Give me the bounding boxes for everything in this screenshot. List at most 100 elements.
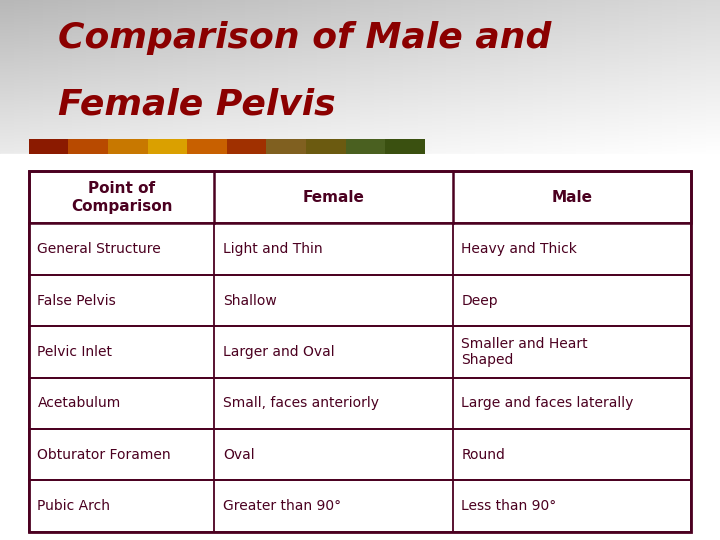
- Bar: [533, 22, 547, 23]
- Bar: [274, 74, 288, 75]
- Bar: [274, 143, 288, 144]
- Bar: [14, 44, 29, 45]
- Bar: [274, 7, 288, 8]
- Bar: [43, 40, 58, 41]
- Bar: [346, 143, 360, 144]
- Bar: [418, 9, 432, 10]
- Bar: [533, 28, 547, 29]
- Bar: [331, 132, 346, 133]
- Bar: [662, 63, 677, 64]
- Bar: [346, 21, 360, 22]
- Bar: [144, 94, 158, 96]
- Bar: [245, 51, 259, 52]
- Bar: [230, 85, 245, 86]
- Bar: [490, 3, 504, 4]
- Bar: [302, 108, 317, 109]
- Bar: [0, 82, 14, 83]
- Bar: [302, 38, 317, 39]
- Bar: [302, 82, 317, 83]
- Bar: [662, 55, 677, 56]
- Bar: [590, 62, 605, 63]
- Bar: [360, 60, 374, 61]
- Bar: [317, 100, 331, 101]
- Bar: [144, 93, 158, 94]
- Bar: [158, 23, 173, 24]
- Bar: [274, 78, 288, 79]
- Bar: [706, 150, 720, 151]
- Bar: [691, 56, 706, 57]
- Bar: [677, 68, 691, 69]
- Bar: [0, 128, 14, 129]
- Bar: [677, 99, 691, 100]
- Bar: [504, 133, 518, 134]
- Bar: [346, 6, 360, 7]
- Bar: [158, 118, 173, 119]
- Bar: [101, 96, 115, 97]
- Bar: [360, 58, 374, 59]
- Bar: [29, 85, 43, 86]
- Bar: [389, 78, 403, 79]
- Bar: [72, 36, 86, 37]
- Bar: [29, 3, 43, 4]
- Bar: [634, 118, 648, 119]
- Bar: [518, 116, 533, 117]
- Bar: [374, 26, 389, 27]
- Bar: [360, 52, 374, 53]
- Bar: [158, 75, 173, 76]
- Bar: [101, 146, 115, 147]
- Bar: [230, 93, 245, 94]
- Bar: [691, 81, 706, 82]
- Bar: [259, 133, 274, 134]
- Bar: [446, 19, 461, 20]
- Bar: [230, 73, 245, 74]
- Bar: [331, 70, 346, 71]
- Bar: [0, 40, 14, 41]
- Bar: [115, 8, 130, 9]
- Bar: [58, 147, 72, 148]
- Bar: [418, 130, 432, 131]
- Bar: [274, 72, 288, 73]
- Bar: [259, 127, 274, 128]
- Bar: [0, 5, 14, 6]
- Bar: [101, 74, 115, 75]
- Bar: [115, 136, 130, 137]
- Bar: [130, 152, 144, 153]
- Bar: [677, 39, 691, 40]
- Bar: [461, 138, 475, 139]
- Bar: [317, 12, 331, 13]
- Bar: [605, 114, 619, 116]
- Bar: [101, 44, 115, 45]
- Bar: [576, 121, 590, 122]
- Bar: [346, 136, 360, 137]
- Bar: [475, 24, 490, 25]
- Bar: [259, 110, 274, 111]
- Bar: [29, 97, 43, 98]
- Bar: [216, 108, 230, 109]
- Bar: [533, 126, 547, 127]
- Bar: [173, 91, 187, 92]
- Bar: [475, 91, 490, 92]
- Bar: [187, 66, 202, 67]
- Bar: [130, 48, 144, 49]
- Bar: [403, 58, 418, 59]
- Bar: [101, 133, 115, 134]
- Bar: [216, 98, 230, 99]
- Bar: [302, 129, 317, 130]
- Bar: [0, 134, 14, 136]
- Bar: [86, 49, 101, 50]
- Bar: [590, 117, 605, 118]
- Bar: [274, 116, 288, 117]
- Text: Obturator Foramen: Obturator Foramen: [37, 448, 171, 462]
- Bar: [562, 102, 576, 103]
- Bar: [706, 50, 720, 51]
- Bar: [86, 45, 101, 46]
- Bar: [662, 90, 677, 91]
- Bar: [331, 151, 346, 152]
- Bar: [547, 33, 562, 34]
- Bar: [274, 38, 288, 39]
- Bar: [144, 12, 158, 13]
- Bar: [216, 134, 230, 136]
- Bar: [389, 65, 403, 66]
- Bar: [432, 149, 446, 150]
- Bar: [115, 147, 130, 148]
